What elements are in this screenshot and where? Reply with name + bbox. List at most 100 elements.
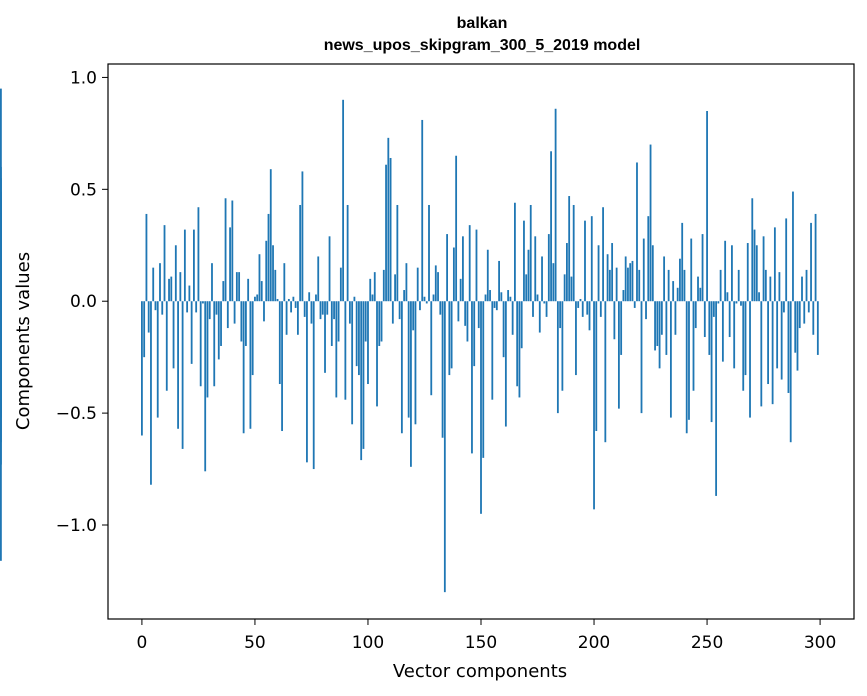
bar	[590, 216, 593, 302]
bar	[258, 254, 261, 302]
bar	[498, 260, 500, 302]
bar	[755, 245, 758, 302]
bar	[269, 169, 272, 302]
bar	[317, 256, 320, 302]
bar	[419, 301, 421, 311]
bar	[701, 234, 704, 302]
bar	[274, 269, 277, 302]
bar	[523, 220, 525, 302]
bar	[434, 265, 437, 302]
bar	[351, 301, 354, 425]
bar	[556, 301, 559, 414]
bar	[665, 301, 668, 355]
bar	[753, 229, 756, 302]
bar	[186, 301, 189, 313]
bar	[683, 269, 686, 302]
bar	[346, 204, 349, 302]
bar	[378, 301, 381, 346]
y-axis-label: Components values	[13, 252, 34, 430]
bar	[220, 301, 222, 346]
bar	[224, 198, 227, 302]
bar	[466, 301, 469, 342]
bar	[197, 207, 200, 302]
bar	[290, 301, 293, 313]
bar	[464, 301, 467, 326]
bar	[627, 267, 629, 302]
bar	[805, 269, 808, 302]
bar	[785, 218, 788, 302]
bar	[504, 301, 507, 427]
bar	[364, 301, 367, 342]
bar	[812, 301, 815, 335]
bar	[611, 243, 614, 302]
bar	[807, 301, 810, 313]
bar	[792, 191, 794, 302]
bar	[751, 198, 754, 302]
bar	[407, 301, 410, 418]
bar	[760, 301, 763, 407]
bar	[369, 278, 372, 302]
bar	[500, 292, 503, 302]
bar	[669, 301, 672, 418]
bar	[394, 274, 396, 302]
bar	[380, 301, 383, 342]
bar	[204, 301, 207, 472]
bar	[443, 301, 446, 593]
bar	[315, 294, 317, 302]
bar	[141, 301, 143, 436]
bar	[303, 301, 306, 317]
bar	[656, 301, 659, 346]
x-tick-label: 150	[465, 633, 497, 653]
bar	[514, 202, 516, 302]
bar	[249, 301, 252, 429]
bar	[518, 301, 521, 398]
bar	[613, 301, 616, 340]
x-tick-label: 300	[804, 633, 836, 653]
x-axis: 0 50 100 150 200 250 300	[136, 619, 836, 653]
bar	[211, 263, 213, 302]
bar	[296, 301, 299, 335]
bar	[437, 272, 439, 302]
bar	[452, 247, 455, 302]
bar	[165, 301, 168, 391]
bar	[482, 301, 485, 458]
bar	[310, 301, 313, 324]
bar	[575, 301, 577, 376]
bar	[396, 204, 399, 302]
chart-subtitle: news_upos_skipgram_300_5_2019 model	[324, 37, 641, 54]
bar	[563, 274, 566, 302]
bar	[633, 301, 636, 308]
bar	[412, 301, 415, 331]
bar	[337, 301, 340, 342]
bar	[457, 301, 460, 322]
bar	[446, 234, 448, 302]
bar	[803, 301, 806, 324]
bar	[240, 301, 243, 342]
bar	[328, 236, 331, 302]
bar	[473, 301, 476, 367]
bar	[622, 290, 625, 302]
bar	[794, 301, 797, 353]
bar	[143, 301, 146, 358]
bar	[358, 301, 360, 376]
bar	[724, 240, 727, 302]
bar	[238, 272, 241, 302]
bar	[177, 301, 179, 429]
bar	[570, 276, 573, 302]
bar	[145, 213, 148, 302]
bar	[206, 301, 209, 398]
bar	[566, 243, 568, 302]
bar	[254, 296, 256, 302]
bar	[495, 301, 498, 311]
bar	[202, 301, 204, 304]
bar	[468, 225, 471, 302]
bar	[231, 200, 234, 302]
bar	[405, 263, 408, 302]
bar	[335, 301, 338, 398]
bar	[425, 301, 428, 304]
bar	[507, 290, 510, 302]
x-tick-label: 50	[244, 633, 266, 653]
bar	[398, 301, 401, 320]
y-tick-label: −1.0	[56, 516, 97, 536]
bar	[726, 292, 729, 302]
